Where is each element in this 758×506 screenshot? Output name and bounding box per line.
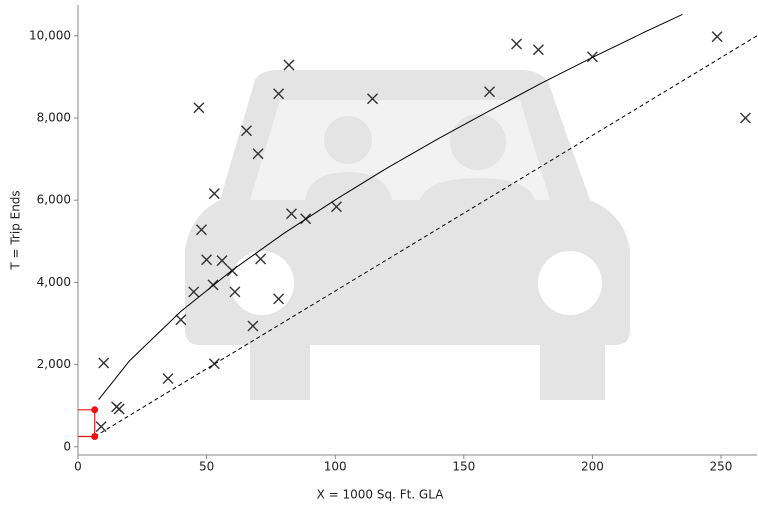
data-point <box>240 125 252 137</box>
range-point <box>91 406 99 414</box>
x-tick-label: 50 <box>199 460 214 474</box>
cross-stroke <box>193 102 205 114</box>
cross-stroke <box>175 314 187 326</box>
data-point <box>216 255 228 267</box>
y-tick-label: 4,000 <box>37 275 71 289</box>
average-rate-line <box>94 35 757 437</box>
cross-stroke <box>98 357 110 369</box>
data-point <box>255 253 267 265</box>
cross-stroke <box>95 421 107 433</box>
cross-stroke <box>195 224 207 236</box>
data-point <box>532 44 544 56</box>
data-point <box>162 373 174 385</box>
data-point <box>285 208 297 220</box>
data-point <box>193 102 205 114</box>
cross-stroke <box>484 86 496 98</box>
cross-stroke <box>283 59 295 71</box>
cross-stroke <box>739 112 751 124</box>
y-tick-label: 2,000 <box>37 357 71 371</box>
data-point <box>711 31 723 43</box>
cross-stroke <box>162 373 174 385</box>
cross-stroke <box>532 44 544 56</box>
data-point <box>484 86 496 98</box>
data-point <box>247 320 259 332</box>
x-tick-label: 250 <box>710 460 733 474</box>
data-point <box>208 188 220 200</box>
cross-stroke <box>240 125 252 137</box>
cross-stroke <box>208 188 220 200</box>
cross-stroke <box>511 38 523 50</box>
cross-stroke <box>229 286 241 298</box>
x-tick-label: 100 <box>324 460 347 474</box>
cross-stroke <box>273 88 285 100</box>
data-point <box>366 93 378 105</box>
x-tick-label: 0 <box>74 460 82 474</box>
data-point <box>229 286 241 298</box>
cross-stroke <box>586 51 598 63</box>
watermark-car <box>185 70 630 400</box>
cross-stroke <box>188 286 200 298</box>
cross-stroke <box>366 93 378 105</box>
cross-stroke <box>208 358 220 370</box>
data-point <box>113 403 125 415</box>
cross-stroke <box>216 255 228 267</box>
cross-stroke <box>201 254 213 266</box>
cross-stroke <box>113 403 125 415</box>
data-point <box>586 51 598 63</box>
cross-stroke <box>285 208 297 220</box>
cross-stroke <box>255 253 267 265</box>
data-point <box>188 286 200 298</box>
y-tick-label: 0 <box>63 439 71 453</box>
cross-stroke <box>273 293 285 305</box>
data-point <box>201 254 213 266</box>
cross-stroke <box>247 320 259 332</box>
data-point <box>98 357 110 369</box>
cross-stroke <box>711 31 723 43</box>
data-point <box>330 201 342 213</box>
cross-stroke <box>252 148 264 160</box>
data-point <box>273 88 285 100</box>
fitted-curve <box>98 13 683 400</box>
y-axis-label: T = Trip Ends <box>9 190 23 270</box>
data-point <box>511 38 523 50</box>
y-tick-label: 8,000 <box>37 111 71 125</box>
data-point <box>95 421 107 433</box>
data-point <box>195 224 207 236</box>
x-tick-label: 200 <box>581 460 604 474</box>
data-point <box>175 314 187 326</box>
plot-area <box>78 13 757 441</box>
data-point <box>283 59 295 71</box>
data-point <box>739 112 751 124</box>
y-tick-label: 6,000 <box>37 193 71 207</box>
data-point <box>273 293 285 305</box>
x-axis-label: X = 1000 Sq. Ft. GLA <box>317 488 445 502</box>
data-point <box>208 358 220 370</box>
cross-stroke <box>330 201 342 213</box>
range-point <box>91 433 99 441</box>
data-point <box>252 148 264 160</box>
x-tick-label: 150 <box>452 460 475 474</box>
y-tick-label: 10,000 <box>29 28 71 42</box>
